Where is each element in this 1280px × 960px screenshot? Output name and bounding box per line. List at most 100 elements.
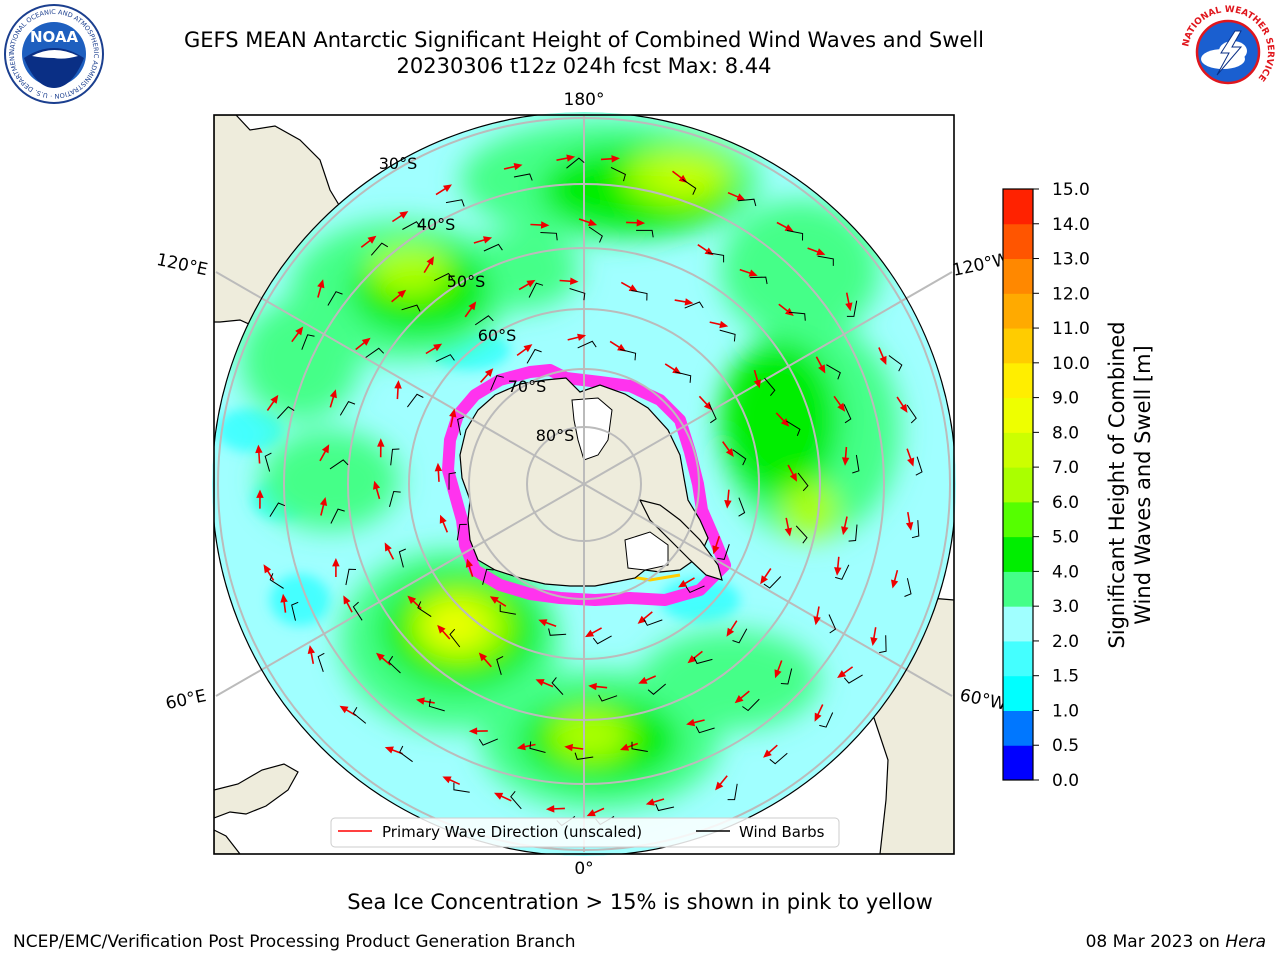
wave-arrow-head bbox=[307, 645, 315, 654]
wave-arrow-head bbox=[465, 558, 473, 568]
wind-barb bbox=[911, 520, 920, 539]
lat-label-60s: 60°S bbox=[478, 326, 517, 345]
wave-arrow-head bbox=[834, 567, 842, 576]
lat-label-50s: 50°S bbox=[447, 272, 486, 291]
wind-barb bbox=[707, 252, 725, 263]
wave-arrow-head bbox=[484, 368, 494, 377]
wind-barb bbox=[330, 508, 345, 524]
wind-barb bbox=[780, 668, 793, 685]
wave-arrow-head bbox=[628, 284, 638, 292]
wind-barb bbox=[904, 578, 912, 597]
wind-barb bbox=[888, 355, 903, 372]
legend: Primary Wave Direction (unscaled) Wind B… bbox=[330, 817, 840, 848]
wind-barb bbox=[433, 272, 454, 282]
wind-barb bbox=[848, 524, 858, 542]
legend-barb-label: Wind Barbs bbox=[739, 823, 825, 841]
colorbar-segment bbox=[1003, 745, 1033, 781]
wind-barb bbox=[788, 311, 806, 321]
colorbar-segment bbox=[1003, 467, 1033, 503]
wave-arrow-head bbox=[494, 792, 504, 800]
wave-arrow-head bbox=[611, 155, 620, 163]
wave-arrow-head bbox=[678, 580, 688, 588]
meridian-60w bbox=[583, 483, 953, 697]
footer-date: 08 Mar 2023 on Hera bbox=[1086, 932, 1266, 952]
wind-barb bbox=[277, 406, 295, 419]
wave-arrow-head bbox=[343, 595, 351, 605]
wave-arrow-head bbox=[907, 457, 915, 467]
land-africa-corner bbox=[214, 829, 241, 854]
colorbar-segment bbox=[1003, 501, 1033, 538]
footer-credit: NCEP/EMC/Verification Post Processing Pr… bbox=[13, 932, 576, 952]
wave-arrow-head bbox=[513, 163, 523, 171]
wind-barb bbox=[513, 173, 533, 181]
wave-arrow-head bbox=[373, 480, 381, 490]
wave-arrow-head bbox=[577, 333, 587, 341]
wave-arrow-head bbox=[760, 575, 768, 585]
meridian-120w bbox=[583, 271, 953, 485]
colorbar-tick-label: 8.0 bbox=[1052, 423, 1079, 443]
wind-barb bbox=[647, 683, 667, 695]
wave-arrow-head bbox=[637, 615, 647, 624]
nws-logo[interactable]: NATIONAL WEATHER SERVICE bbox=[1177, 1, 1279, 103]
colorbar-label-line2: Wind Waves and Swell [m] bbox=[1131, 345, 1155, 625]
colorbar-segment bbox=[1003, 675, 1033, 711]
noaa-logo[interactable]: NATIONAL OCEANIC AND ATMOSPHERIC ADMINIS… bbox=[2, 2, 106, 106]
colorbar-segment bbox=[1003, 571, 1033, 607]
colorbar-tick-label: 14.0 bbox=[1052, 215, 1090, 235]
wind-barb bbox=[846, 300, 858, 317]
wave-arrow-head bbox=[620, 743, 630, 751]
legend-wave-label: Primary Wave Direction (unscaled) bbox=[382, 823, 642, 841]
wind-barb bbox=[915, 456, 923, 476]
wind-barb bbox=[636, 229, 654, 238]
wave-arrow-head bbox=[526, 279, 536, 288]
wind-barb bbox=[695, 726, 715, 734]
wind-barb bbox=[843, 674, 863, 684]
wave-arrow-head bbox=[818, 364, 826, 374]
wind-barb bbox=[399, 745, 413, 763]
wind-barb bbox=[732, 449, 747, 466]
lon-label-60e: 60°E bbox=[164, 686, 208, 714]
wind-barbs bbox=[264, 157, 923, 827]
colorbar-tick-label: 9.0 bbox=[1052, 389, 1079, 409]
wind-barb bbox=[407, 393, 424, 408]
wave-arrow-head bbox=[367, 235, 377, 244]
sea-ice-pink-band bbox=[442, 364, 731, 606]
colorbar-tick-label: 13.0 bbox=[1052, 250, 1090, 270]
wave-arrow-head bbox=[468, 301, 477, 311]
colorbar-frame bbox=[1002, 188, 1034, 781]
colorbar-tick-label: 15.0 bbox=[1052, 180, 1090, 200]
wave-arrow-head bbox=[478, 652, 488, 662]
lon-label-60w: 60°W bbox=[958, 685, 1008, 714]
wave-arrow-head bbox=[686, 718, 696, 727]
wave-arrow-head bbox=[416, 697, 425, 705]
colorbar-label-line1: Significant Height of Combined bbox=[1105, 321, 1129, 648]
wave-arrow-head bbox=[816, 248, 826, 256]
wave-arrow-head bbox=[407, 595, 417, 604]
wind-barb bbox=[301, 334, 315, 350]
colorbar-tick-label: 12.0 bbox=[1052, 284, 1090, 304]
wave-arrow-head bbox=[734, 695, 744, 704]
wave-arrow-head bbox=[256, 489, 264, 498]
wind-barb bbox=[448, 472, 457, 490]
wave-arrow-head bbox=[841, 526, 849, 536]
wind-barb bbox=[499, 604, 516, 615]
wave-arrow-head bbox=[433, 343, 443, 352]
wind-barb bbox=[566, 157, 585, 169]
wind-barb bbox=[370, 242, 389, 256]
wave-arrow-head bbox=[617, 343, 627, 352]
wind-barb bbox=[610, 166, 626, 182]
wind-barb bbox=[592, 635, 612, 645]
wind-barb bbox=[817, 255, 834, 266]
wave-arrow-head bbox=[789, 472, 797, 482]
wave-arrow-head bbox=[538, 619, 548, 627]
wind-barb bbox=[598, 694, 618, 702]
wind-barb bbox=[529, 741, 546, 753]
wind-barb bbox=[483, 243, 503, 252]
wave-arrow-head bbox=[545, 805, 555, 813]
wind-barb bbox=[456, 523, 467, 541]
colorbar-segment bbox=[1003, 640, 1033, 677]
lon-label-120w: 120°W bbox=[951, 249, 1012, 281]
wind-barb bbox=[526, 348, 542, 364]
wave-arrow-head bbox=[566, 154, 576, 162]
wind-barb bbox=[826, 364, 841, 380]
